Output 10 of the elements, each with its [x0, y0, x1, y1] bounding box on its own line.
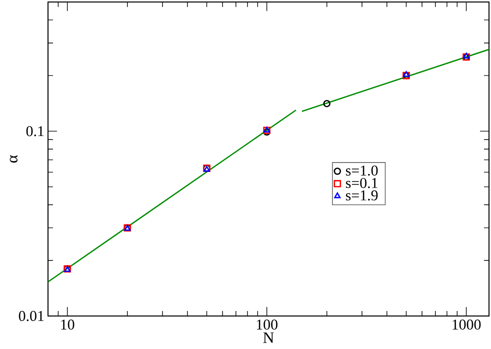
x-tick-label: 1000	[452, 320, 481, 330]
x-tick-label: 10	[61, 320, 74, 330]
y-tick-label: 0.01	[18, 310, 44, 322]
x-tick-label: 100	[256, 320, 278, 330]
legend-label: s=1.9	[346, 190, 378, 200]
x-axis-title: N	[263, 332, 274, 343]
legend-label: s=0.1	[346, 178, 378, 188]
legend-label: s=1.0	[346, 166, 378, 176]
y-tick-label: 0.1	[26, 126, 44, 136]
y-axis-title: α	[10, 155, 18, 163]
